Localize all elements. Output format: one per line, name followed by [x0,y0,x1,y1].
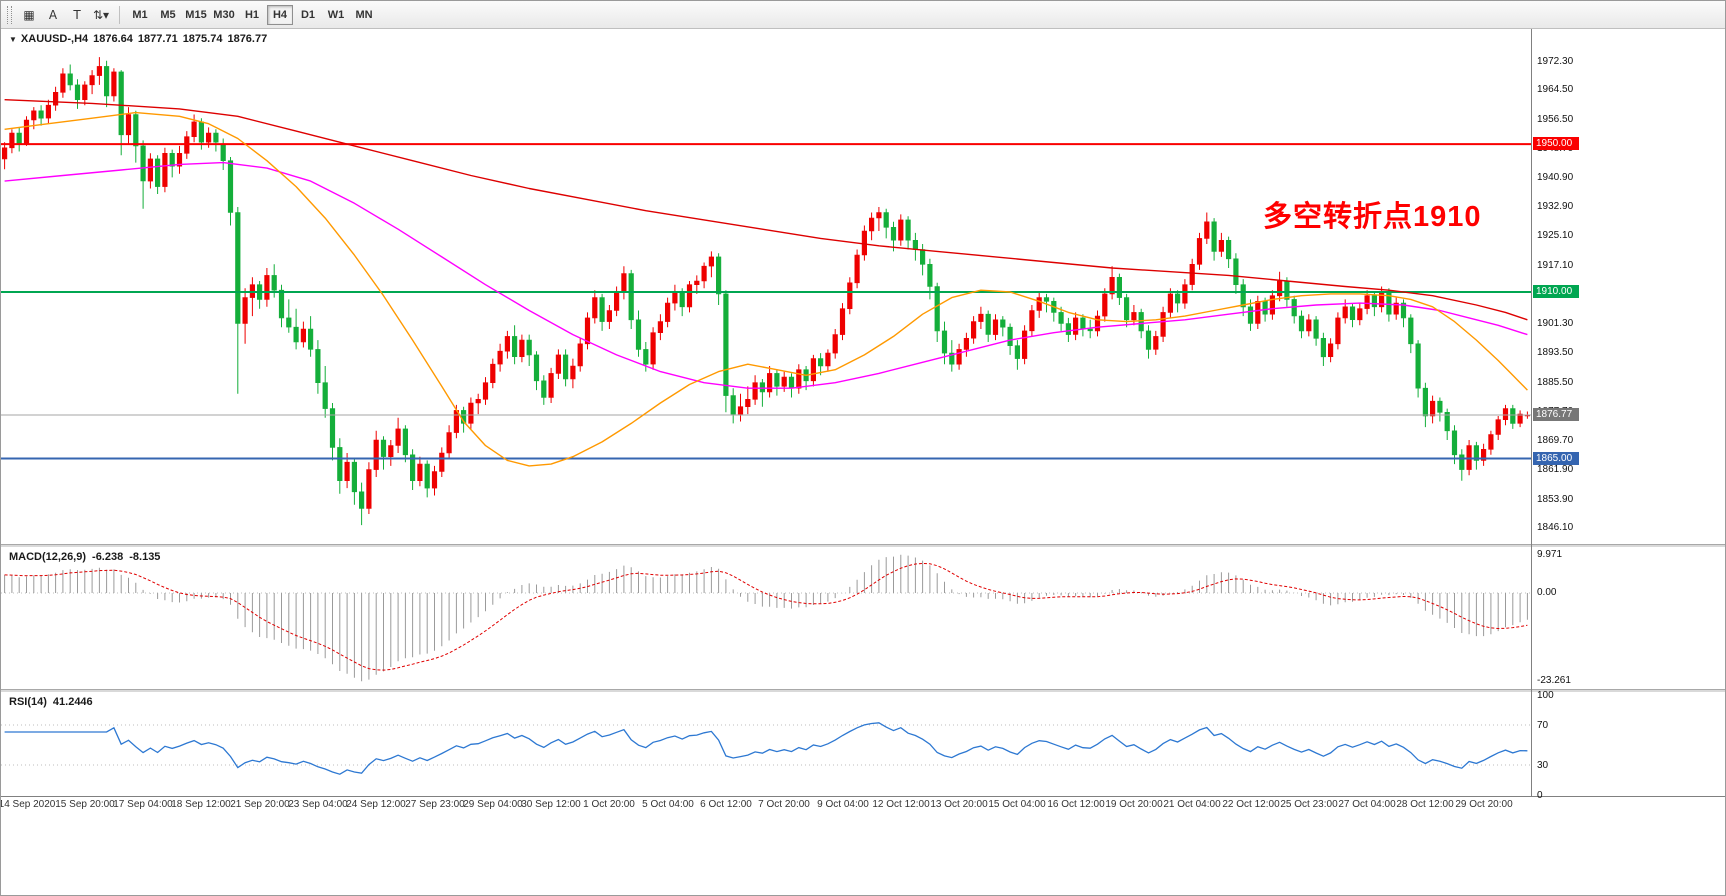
chart-open-value: 1876.64 [93,33,133,45]
time-label: 21 Oct 04:00 [1163,799,1221,810]
price-axis-line [1531,29,1532,796]
toolbar-button-text-t[interactable]: T [66,4,88,25]
chart-low-value: 1875.74 [182,33,223,45]
macd-name: MACD(12,26,9) [9,551,87,563]
toolbar-button-grid[interactable]: ▦ [18,4,40,25]
time-label: 18 Sep 12:00 [171,799,231,810]
time-label: 29 Oct 20:00 [1455,799,1513,810]
timeframe-button-mn[interactable]: MN [351,5,377,25]
time-label: 22 Oct 12:00 [1222,799,1280,810]
time-label: 27 Sep 23:00 [405,799,465,810]
rsi-label: RSI(14) 41.2446 [9,696,99,708]
chart-high-value: 1877.71 [137,33,178,45]
time-axis[interactable]: 14 Sep 2020 15 Sep 20:00 17 Sep 04:00 18 Se… [1,797,1531,815]
toolbar-button-arrows[interactable]: ⇅▾ [90,4,112,25]
time-label: 21 Sep 20:00 [230,799,290,810]
timeframe-button-m30[interactable]: M30 [211,5,237,25]
candles [2,57,1530,526]
timeframe-button-m15[interactable]: M15 [183,5,209,25]
time-label: 19 Oct 20:00 [1105,799,1163,810]
time-label: 15 Sep 20:00 [55,799,115,810]
time-label: 13 Oct 20:00 [930,799,988,810]
chart-annotation-text: 多空转折点1910 [1263,201,1482,233]
toolbar-button-cursor-a[interactable]: A [42,4,64,25]
time-label: 17 Sep 04:00 [113,799,173,810]
time-label: 16 Oct 12:00 [1047,799,1105,810]
timeframe-toolbar: M1 M5 M15 M30 H1 H4 D1 W1 MN [126,4,378,25]
time-label: 15 Oct 04:00 [988,799,1046,810]
time-label: 25 Oct 23:00 [1280,799,1338,810]
medium-ma [4,161,1528,389]
timeframe-button-h4[interactable]: H4 [267,4,293,25]
chart-dropdown-arrow-icon[interactable]: ▼ [9,35,17,44]
price-badge-1876-77: 1876.77 [1533,408,1579,421]
price-badge-1950-00: 1950.00 [1533,137,1579,150]
timeframe-button-w1[interactable]: W1 [323,5,349,25]
time-label: 30 Sep 12:00 [521,799,581,810]
toolbar: ▦ A T ⇅▾ M1 M5 M15 M30 H1 H4 D1 W1 MN [1,1,1725,29]
chart-symbol-period: XAUUSD-,H4 [20,33,89,45]
time-label: 9 Oct 04:00 [817,799,869,810]
timeframe-button-m5[interactable]: M5 [155,5,181,25]
price-badge-1865-00: 1865.00 [1533,452,1579,465]
rsi-value: 41.2446 [52,696,93,708]
time-label: 12 Oct 12:00 [872,799,930,810]
time-label: 5 Oct 04:00 [642,799,694,810]
time-label: 27 Oct 04:00 [1338,799,1396,810]
panel-splitter-macd[interactable] [1,544,1725,547]
price-axis[interactable]: 1972.301964.501956.501948.701940.901932.… [1532,1,1725,895]
macd-signal-value: -8.135 [129,551,161,563]
panel-splitter-rsi[interactable] [1,689,1725,692]
rsi-line [4,722,1528,775]
time-label: 29 Sep 04:00 [463,799,523,810]
macd-histogram [4,554,1528,682]
macd-panel[interactable] [1,547,1531,689]
horizontal-lines [1,143,1531,460]
rsi-name: RSI(14) [9,696,47,708]
time-axis-line [1,796,1725,797]
macd-signal-line [4,562,1528,671]
toolbar-grip[interactable] [7,5,12,24]
time-label: 1 Oct 20:00 [583,799,635,810]
slow-ma [4,99,1528,321]
price-badge-1910-00: 1910.00 [1533,285,1579,298]
macd-label: MACD(12,26,9) -6.238 -8.135 [9,551,166,563]
rsi-panel[interactable] [1,692,1531,796]
time-label: 14 Sep 2020 [0,799,56,810]
time-label: 7 Oct 20:00 [758,799,810,810]
macd-main-value: -6.238 [92,551,124,563]
time-label: 24 Sep 12:00 [346,799,406,810]
time-label: 6 Oct 12:00 [700,799,752,810]
moving-averages [4,99,1528,467]
chart-info-line: ▼ XAUUSD-,H4 1876.64 1877.71 1875.74 1876.77 [9,33,272,45]
timeframe-button-h1[interactable]: H1 [239,5,265,25]
time-label: 28 Oct 12:00 [1396,799,1454,810]
timeframe-button-m1[interactable]: M1 [127,5,153,25]
timeframe-button-d1[interactable]: D1 [295,5,321,25]
candlestick-chart[interactable] [1,29,1531,544]
chart-close-value: 1876.77 [227,33,268,45]
time-label: 23 Sep 04:00 [288,799,348,810]
fast-ma [4,111,1528,467]
toolbar-separator [119,5,120,24]
toolbar-tools: ▦ A T ⇅▾ [17,4,113,25]
